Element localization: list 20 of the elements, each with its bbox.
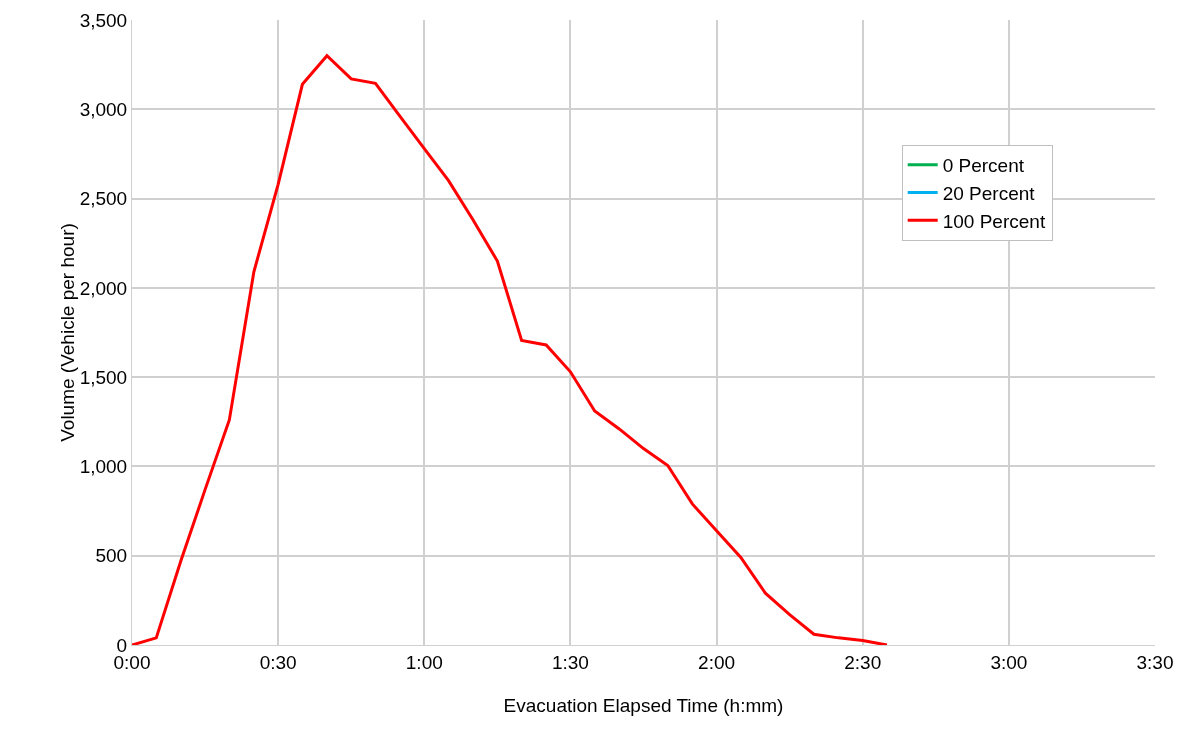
y-axis-title: Volume (Vehicle per hour)	[56, 223, 78, 442]
y-tick-label: 2,000	[79, 277, 128, 299]
y-tick-label: 1,000	[79, 456, 128, 478]
y-tick-label: 3,000	[79, 98, 128, 120]
y-tick-label: 2,500	[79, 188, 128, 210]
y-tick-label: 500	[95, 545, 128, 567]
y-tick-label: 1,500	[79, 366, 128, 388]
x-tick-label: 3:30	[1136, 651, 1174, 673]
legend-label: 100 Percent	[942, 210, 1046, 232]
legend-label: 0 Percent	[942, 155, 1025, 177]
x-tick-label: 2:00	[698, 651, 736, 673]
x-tick-label: 3:00	[990, 651, 1028, 673]
x-tick-label: 1:30	[551, 651, 589, 673]
legend-label: 20 Percent	[942, 182, 1036, 204]
line-series	[132, 54, 889, 645]
x-tick-label: 1:00	[405, 651, 443, 673]
x-axis-title: Evacuation Elapsed Time (h:mm)	[503, 695, 784, 716]
x-tick-label: 2:30	[844, 651, 882, 673]
y-tick-label: 3,500	[79, 9, 128, 31]
x-tick-label: 0:30	[259, 651, 297, 673]
